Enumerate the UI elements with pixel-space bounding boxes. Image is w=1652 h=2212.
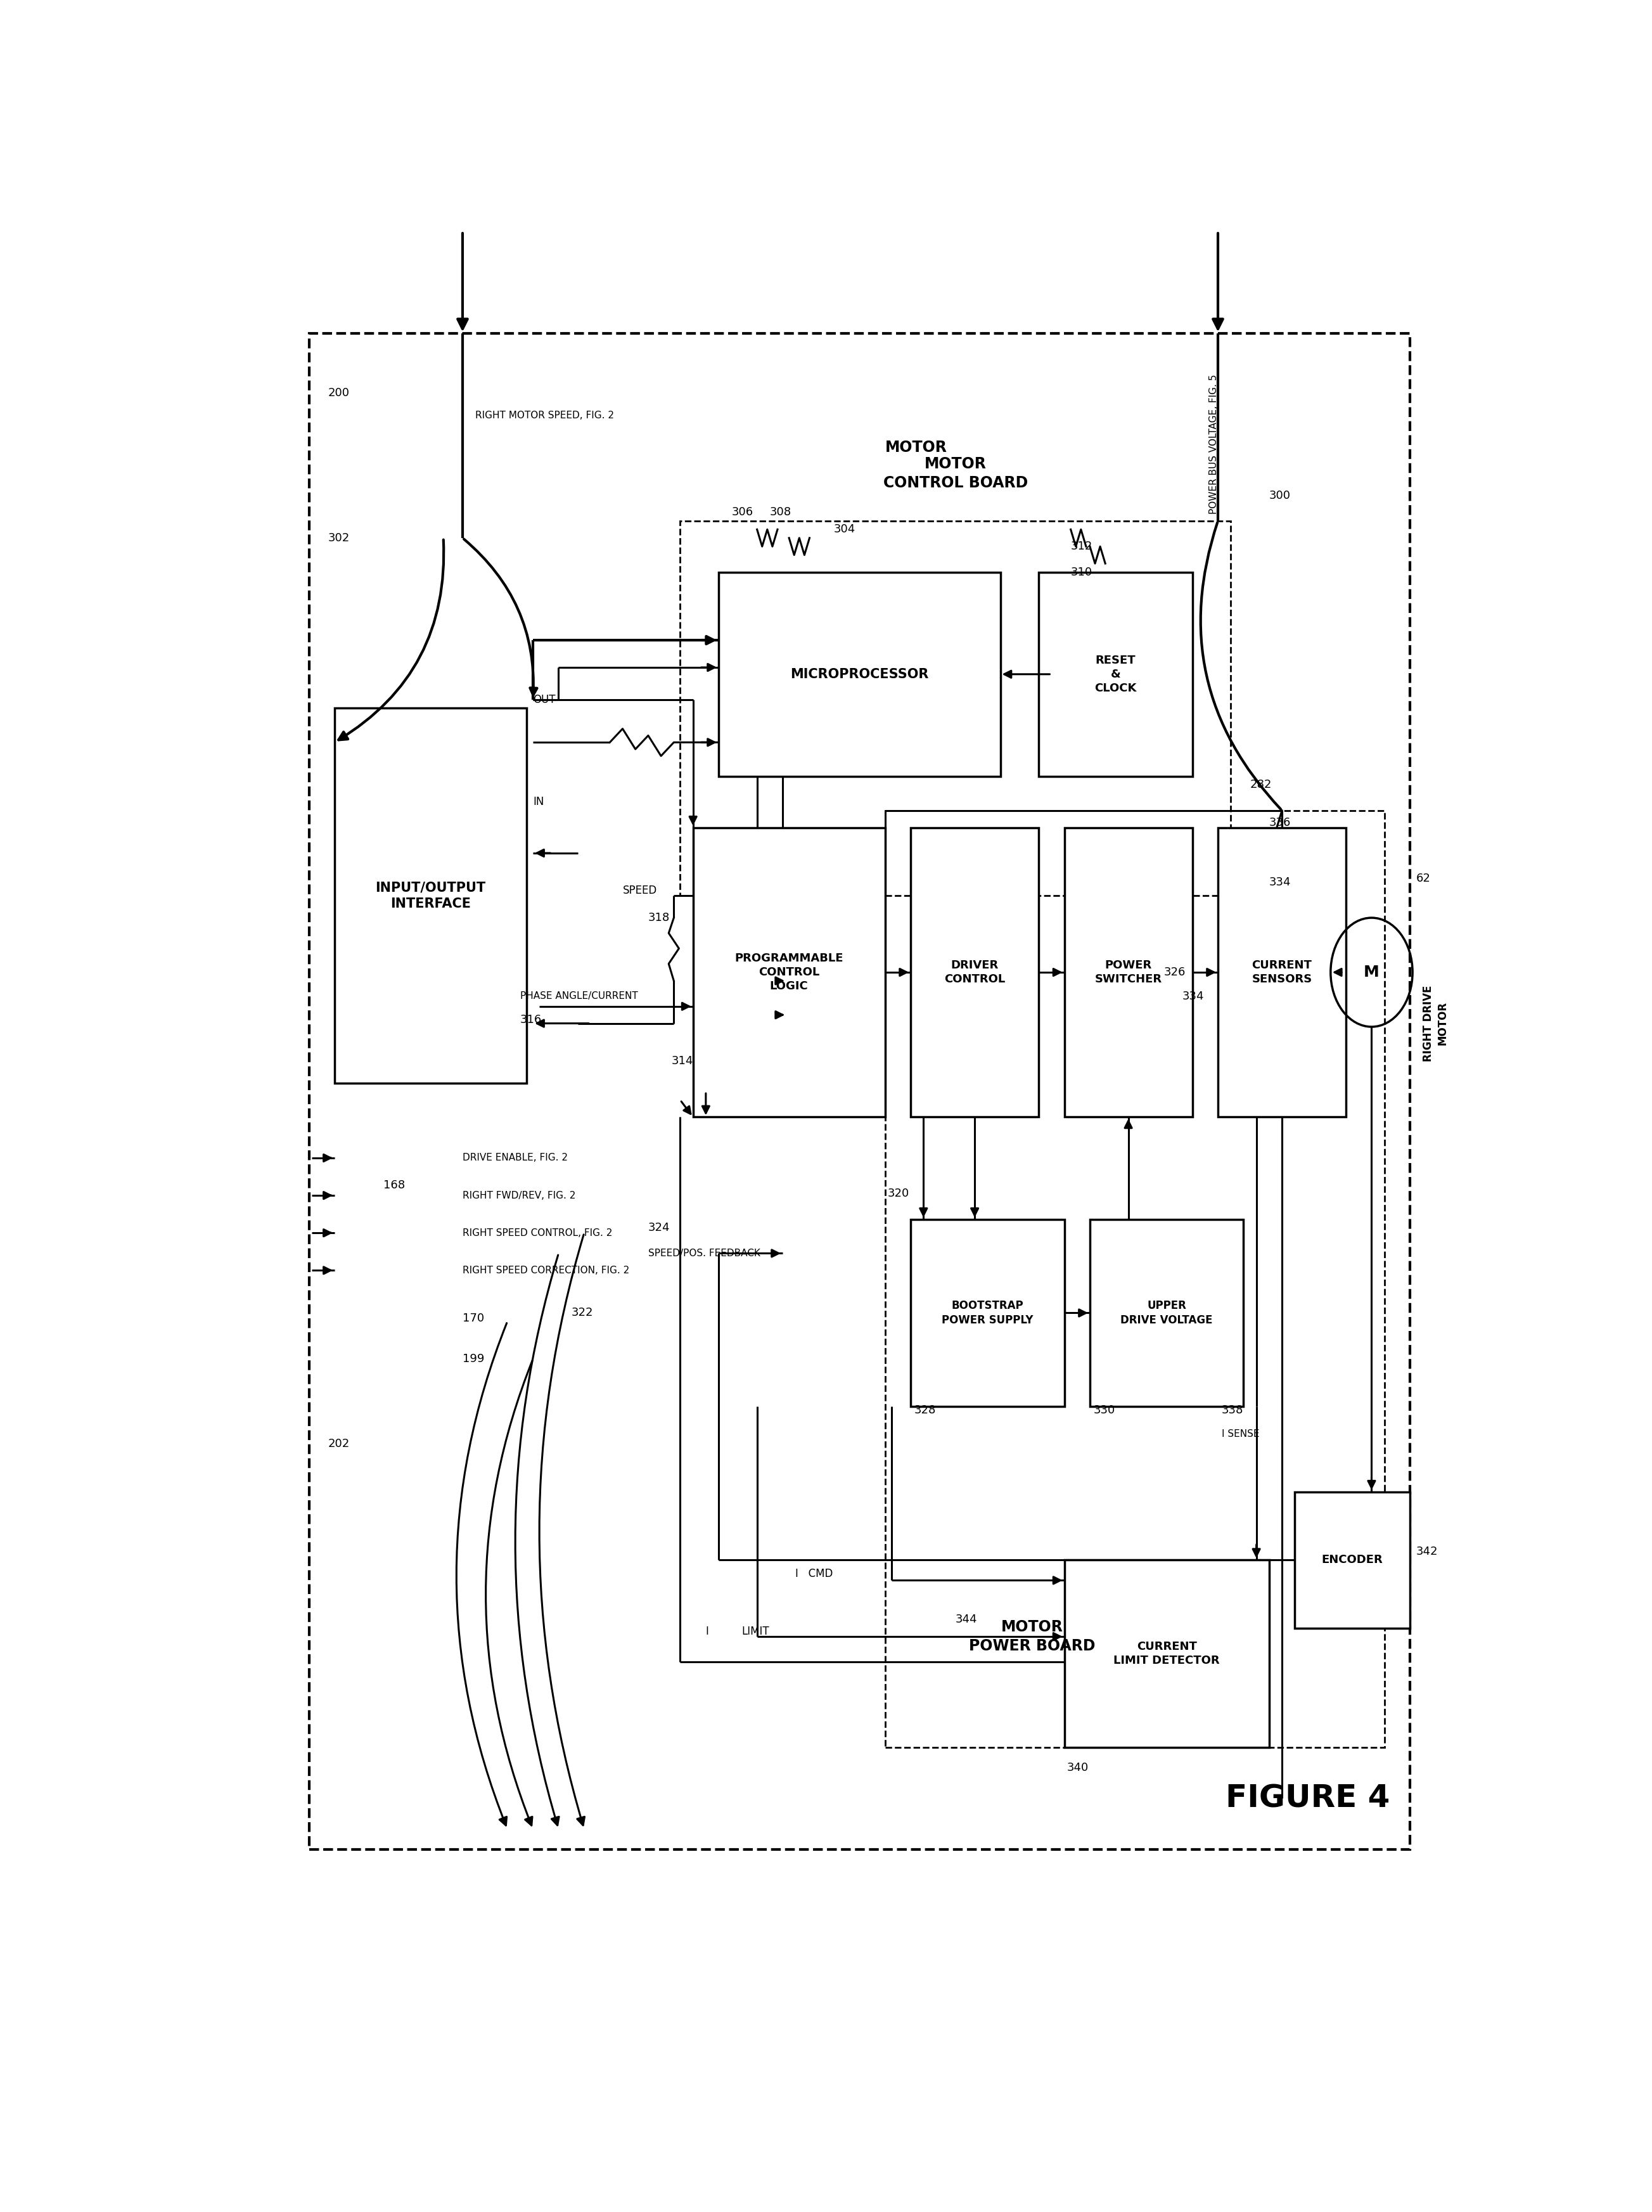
Text: MOTOR
POWER BOARD: MOTOR POWER BOARD [970, 1619, 1095, 1655]
Text: 306: 306 [732, 507, 753, 518]
Text: I: I [705, 1626, 709, 1637]
Text: 308: 308 [770, 507, 791, 518]
Text: BOOTSTRAP
POWER SUPPLY: BOOTSTRAP POWER SUPPLY [942, 1301, 1032, 1325]
Text: I SENSE: I SENSE [1222, 1429, 1259, 1438]
Text: PROGRAMMABLE
CONTROL
LOGIC: PROGRAMMABLE CONTROL LOGIC [735, 953, 844, 991]
Bar [1064, 1559, 1269, 1747]
Text: UPPER
DRIVE VOLTAGE: UPPER DRIVE VOLTAGE [1120, 1301, 1213, 1325]
Text: MOTOR: MOTOR [885, 440, 947, 456]
Text: FIGURE 4: FIGURE 4 [1226, 1783, 1389, 1814]
Bar [309, 334, 1411, 1849]
Text: 200: 200 [329, 387, 350, 398]
Text: SPEED/POS. FEEDBACK: SPEED/POS. FEEDBACK [648, 1248, 760, 1259]
Text: 334: 334 [1183, 991, 1204, 1002]
Bar [1295, 1491, 1411, 1628]
Text: LIMIT: LIMIT [742, 1626, 770, 1637]
Text: 338: 338 [1222, 1405, 1244, 1416]
Text: 310: 310 [1070, 566, 1092, 577]
Bar [681, 522, 1231, 896]
Text: 300: 300 [1269, 489, 1290, 502]
Text: CURRENT
LIMIT DETECTOR: CURRENT LIMIT DETECTOR [1113, 1641, 1219, 1666]
Text: INPUT/OUTPUT
INTERFACE: INPUT/OUTPUT INTERFACE [375, 880, 486, 909]
Text: RESET
&
CLOCK: RESET & CLOCK [1095, 655, 1137, 695]
Text: MOTOR
CONTROL BOARD: MOTOR CONTROL BOARD [884, 456, 1028, 491]
Text: 318: 318 [648, 911, 671, 922]
Text: OUT: OUT [534, 695, 555, 706]
Text: 324: 324 [648, 1221, 671, 1234]
Text: 168: 168 [383, 1179, 405, 1190]
Text: RIGHT MOTOR SPEED, FIG. 2: RIGHT MOTOR SPEED, FIG. 2 [476, 411, 615, 420]
Text: RIGHT SPEED CONTROL, FIG. 2: RIGHT SPEED CONTROL, FIG. 2 [463, 1228, 613, 1239]
Bar [1090, 1219, 1244, 1407]
Text: DRIVE ENABLE, FIG. 2: DRIVE ENABLE, FIG. 2 [463, 1152, 568, 1164]
Bar [910, 1219, 1064, 1407]
Bar [694, 827, 885, 1117]
Text: IN: IN [534, 796, 544, 807]
Text: 282: 282 [1251, 779, 1272, 790]
Text: CURRENT
SENSORS: CURRENT SENSORS [1252, 960, 1312, 984]
Bar [1218, 827, 1346, 1117]
Text: 304: 304 [834, 524, 856, 535]
Text: RIGHT FWD/REV, FIG. 2: RIGHT FWD/REV, FIG. 2 [463, 1190, 575, 1201]
Text: 328: 328 [915, 1405, 937, 1416]
Text: SPEED: SPEED [623, 885, 657, 896]
Bar [334, 708, 527, 1084]
Bar [910, 827, 1039, 1117]
Text: 334: 334 [1269, 876, 1290, 887]
Text: 330: 330 [1094, 1405, 1115, 1416]
Text: DRIVER
CONTROL: DRIVER CONTROL [945, 960, 1004, 984]
Text: 202: 202 [329, 1438, 350, 1449]
Bar [719, 573, 1001, 776]
Text: 199: 199 [463, 1354, 484, 1365]
Text: 312: 312 [1070, 540, 1092, 553]
Bar [1039, 573, 1193, 776]
Text: 302: 302 [329, 533, 350, 544]
Text: POWER BUS VOLTAGE, FIG. 5: POWER BUS VOLTAGE, FIG. 5 [1209, 374, 1219, 513]
Text: 320: 320 [887, 1188, 909, 1199]
Bar [1064, 827, 1193, 1117]
Text: I   CMD: I CMD [796, 1568, 833, 1579]
Text: RIGHT DRIVE
MOTOR: RIGHT DRIVE MOTOR [1422, 984, 1449, 1062]
Text: PHASE ANGLE/CURRENT: PHASE ANGLE/CURRENT [520, 991, 638, 1000]
Text: 62: 62 [1416, 874, 1431, 885]
Text: 344: 344 [955, 1615, 978, 1626]
Text: 342: 342 [1416, 1546, 1439, 1557]
Text: POWER
SWITCHER: POWER SWITCHER [1095, 960, 1161, 984]
Text: M: M [1365, 964, 1379, 980]
Text: MICROPROCESSOR: MICROPROCESSOR [790, 668, 928, 681]
Text: 316: 316 [520, 1015, 542, 1026]
Text: 170: 170 [463, 1312, 484, 1323]
Bar [885, 810, 1384, 1747]
Text: 340: 340 [1067, 1763, 1089, 1774]
Text: RIGHT SPEED CORRECTION, FIG. 2: RIGHT SPEED CORRECTION, FIG. 2 [463, 1265, 629, 1274]
Text: ENCODER: ENCODER [1322, 1555, 1383, 1566]
Text: 314: 314 [671, 1055, 694, 1066]
Text: 326: 326 [1165, 967, 1186, 978]
Text: 322: 322 [572, 1307, 593, 1318]
Text: 336: 336 [1269, 816, 1290, 827]
